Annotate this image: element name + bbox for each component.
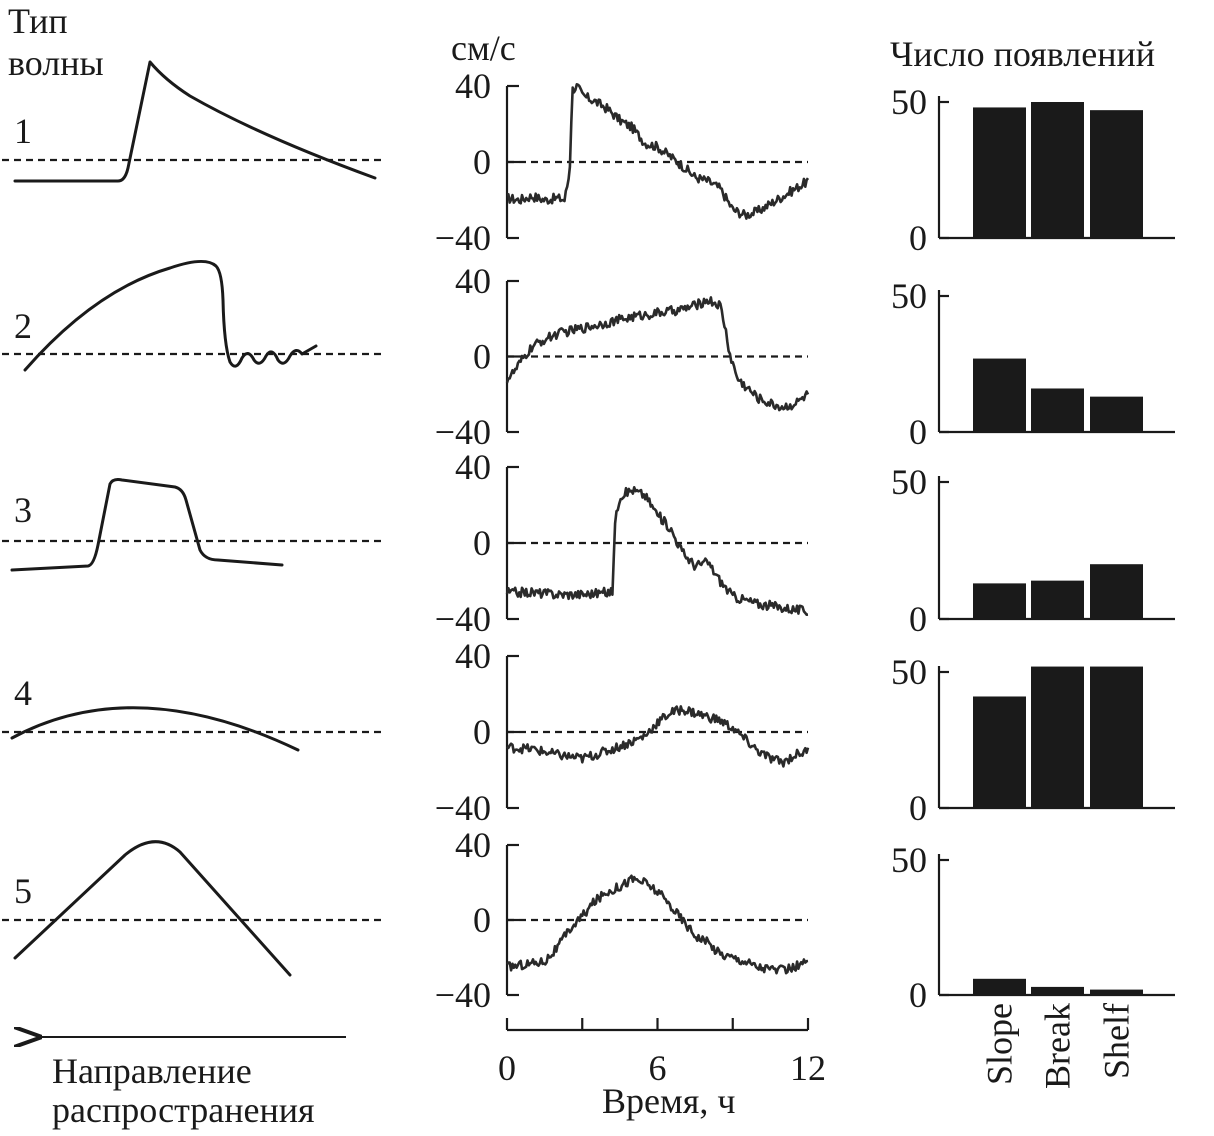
bar-shelf [1090,110,1143,238]
bar-break [1031,388,1084,432]
bar-panel-4: 50 0 [891,652,1175,828]
bar-break [1031,102,1084,238]
velocity-y-tick-label: −40 [435,975,491,1015]
wave-5-shape [13,840,292,977]
bar-y-tick-label: 0 [909,599,927,639]
velocity-y-tick-label: −40 [435,599,491,639]
bar-category-label-break: Break [1038,1003,1078,1089]
velocity-y-tick-label: −40 [435,218,491,258]
bar-y-tick-label: 0 [909,412,927,452]
velocity-panel-4: 40 0 −40 [435,636,810,828]
velocity-trace-5 [506,874,809,975]
bar-shelf [1090,396,1143,432]
velocity-panel-2: 40 0 −40 [435,261,810,452]
bar-break [1031,986,1084,995]
bar-slope [973,696,1026,808]
velocity-y-tick-label: 0 [473,142,491,182]
time-tick-label: 0 [498,1048,516,1088]
velocity-y-tick-label: 0 [473,337,491,377]
bar-panel-2: 50 0 [891,276,1175,452]
time-axis: 0 6 12 [498,1018,826,1088]
bar-panel-5: 50 0 [891,840,1175,1015]
bar-y-tick-label: 50 [891,840,927,880]
bar-category-labels: Slope Break Shelf [980,1003,1137,1089]
bar-y-tick-label: 50 [891,652,927,692]
bar-break [1031,580,1084,619]
velocity-y-tick-label: 40 [455,636,491,676]
velocity-y-tick-label: 0 [473,712,491,752]
velocity-trace-4 [506,705,810,768]
wave-4-shape [10,706,300,752]
time-tick-label: 12 [790,1048,826,1088]
bar-y-tick-label: 0 [909,975,927,1015]
bar-shelf [1090,989,1143,995]
direction-label-line1: Направление [52,1051,252,1091]
bar-shelf [1090,564,1143,619]
velocity-y-tick-label: 40 [455,825,491,865]
bar-break [1031,666,1084,808]
bar-y-tick-label: 50 [891,82,927,122]
bar-panel-3: 50 0 [891,462,1175,639]
velocity-trace-3 [505,486,809,616]
bar-category-label-shelf: Shelf [1097,1003,1137,1079]
wave-type-title-line1: Тип [8,1,68,41]
wave-type-title-line2: волны [8,43,104,83]
bar-slope [973,107,1026,238]
bar-y-tick-label: 0 [909,218,927,258]
time-axis-label: Время, ч [602,1081,735,1121]
velocity-y-tick-label: 0 [473,523,491,563]
bar-y-tick-label: 50 [891,462,927,502]
wave-2-shape [23,260,318,372]
occurrence-bar-panels: 50 0 50 0 50 0 50 0 50 0 Slope Break Shelf [891,82,1175,1089]
velocity-trace-1 [506,83,810,220]
bar-category-label-slope: Slope [980,1003,1020,1085]
occurrence-count-title: Число появлений [890,34,1155,74]
velocity-y-tick-label: 40 [455,66,491,106]
velocity-y-tick-label: −40 [435,412,491,452]
bar-y-tick-label: 50 [891,276,927,316]
bar-shelf [1090,666,1143,808]
wave-3-shape [10,478,284,572]
wave-label-4: 4 [14,673,32,713]
bar-slope [973,358,1026,432]
bar-slope [973,978,1026,995]
velocity-panel-3: 40 0 −40 [435,447,809,639]
time-tick-label: 6 [649,1048,667,1088]
velocity-y-tick-label: 40 [455,261,491,301]
velocity-unit-label: см/с [451,28,516,68]
bar-panel-1: 50 0 [891,82,1175,258]
wave-label-2: 2 [14,306,32,346]
direction-label-line2: распространения [52,1090,315,1130]
wave-label-1: 1 [14,111,32,151]
velocity-trace-2 [505,296,810,412]
bar-y-tick-label: 0 [909,788,927,828]
velocity-y-tick-label: 0 [473,900,491,940]
velocity-y-tick-label: −40 [435,788,491,828]
velocity-panel-1: 40 0 −40 [435,66,810,258]
velocity-panel-5: 40 0 −40 [435,825,809,1015]
wave-1-shape [13,60,377,183]
velocity-y-tick-label: 40 [455,447,491,487]
bar-slope [973,583,1026,619]
wave-label-5: 5 [14,871,32,911]
wave-schematics [2,60,385,977]
wave-label-3: 3 [14,490,32,530]
